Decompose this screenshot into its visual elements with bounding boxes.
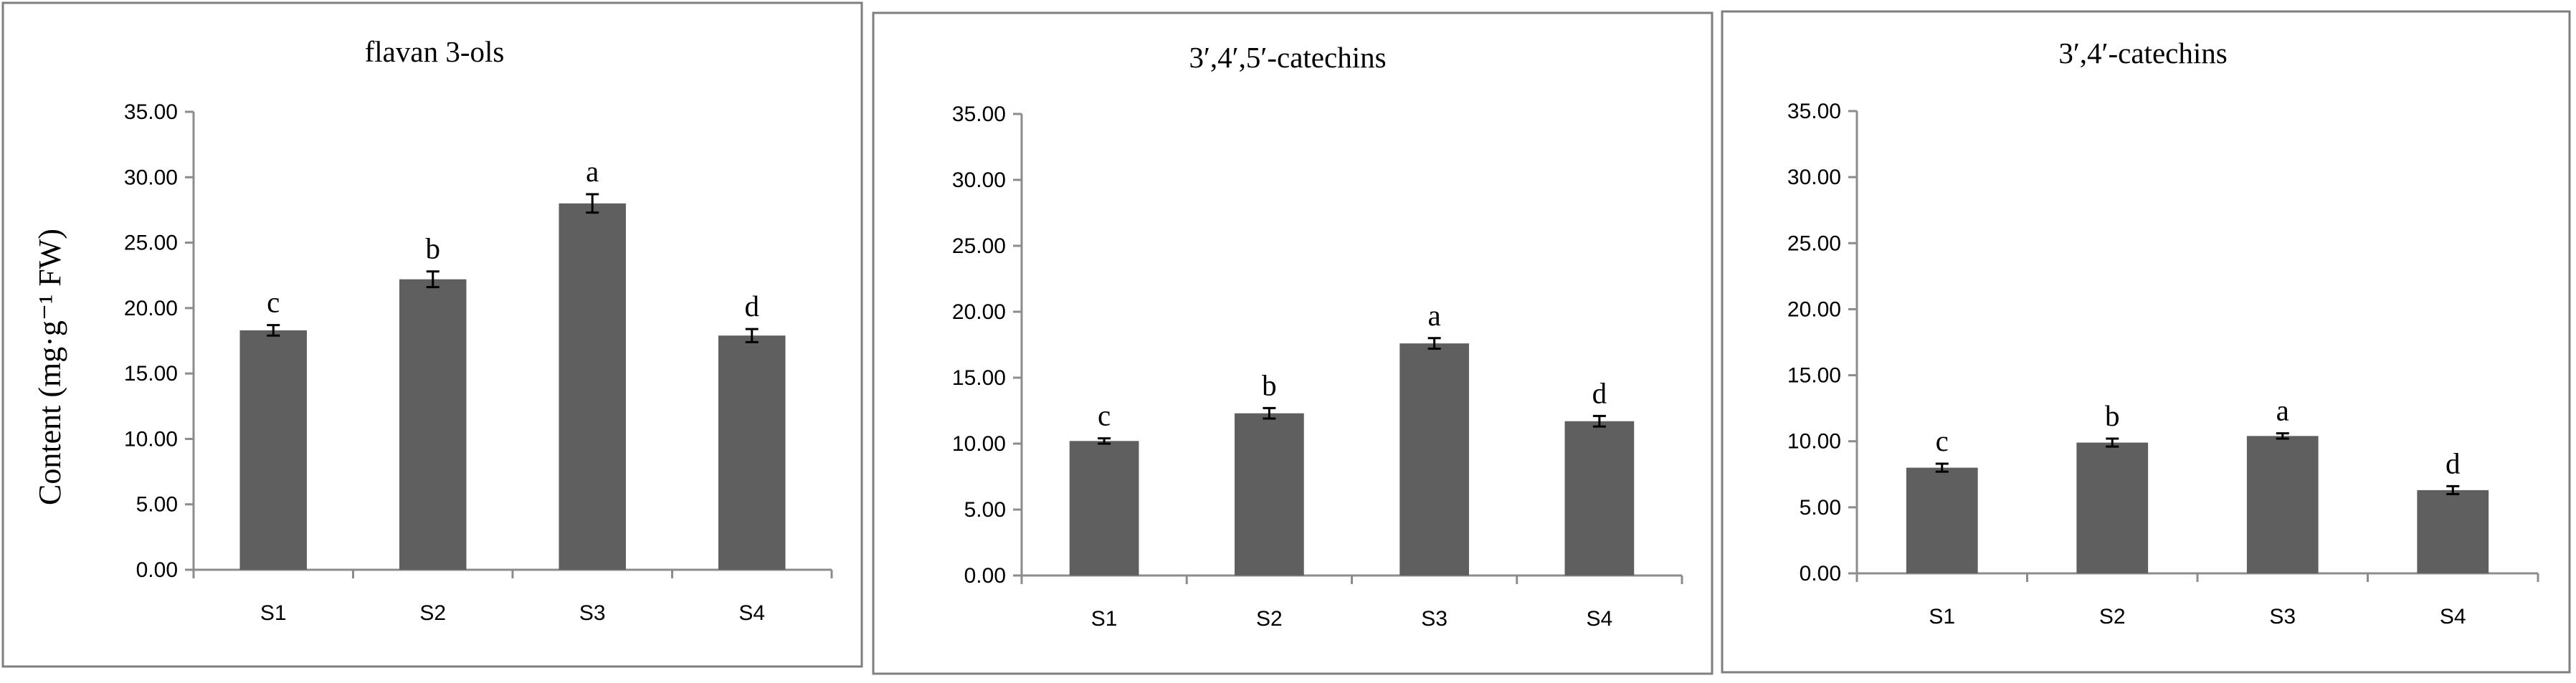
x-tick-label: S2 — [2099, 605, 2126, 629]
y-tick-label: 10.00 — [952, 432, 1006, 456]
x-tick-label: S1 — [260, 601, 287, 625]
panel-345-catechins: 3′,4′,5′-catechins 0.00 5.00 10.00 15.00 20.… — [872, 11, 1714, 675]
significance-label: c — [267, 286, 280, 319]
significance-label: a — [586, 155, 599, 188]
bar-s4 — [1564, 421, 1635, 575]
bar-s3 — [2246, 436, 2319, 573]
x-tick-label: S2 — [1256, 607, 1283, 631]
y-tick-label: 0.00 — [1800, 562, 1841, 586]
panel-flavan-3-ols: flavan 3-ols Content (mg·g⁻¹ FW) 0.00 5.0… — [1, 1, 863, 668]
significance-label: d — [745, 290, 760, 323]
x-tick-label: S3 — [2269, 605, 2296, 629]
x-tick-label: S3 — [1421, 607, 1448, 631]
significance-label: b — [2105, 399, 2120, 432]
y-tick-label: 30.00 — [952, 168, 1006, 192]
y-tick-label: 15.00 — [1787, 364, 1841, 388]
y-tick-label: 25.00 — [1787, 231, 1841, 255]
x-tick-label: S4 — [738, 601, 765, 625]
y-tick-label: 5.00 — [964, 498, 1006, 522]
y-tick-label: 25.00 — [124, 231, 178, 255]
significance-label: d — [2446, 446, 2461, 479]
significance-label: d — [1592, 376, 1607, 409]
y-tick-label: 35.00 — [124, 100, 178, 124]
bar-s1 — [239, 330, 307, 570]
y-tick-label: 0.00 — [964, 564, 1006, 588]
bar-s3 — [559, 203, 626, 570]
y-tick-label: 10.00 — [124, 427, 178, 451]
y-tick-label: 20.00 — [1787, 297, 1841, 321]
y-tick-label: 30.00 — [1787, 166, 1841, 189]
bar-s1 — [1906, 467, 1978, 573]
x-tick-label: S3 — [579, 601, 606, 625]
y-tick-label: 20.00 — [124, 297, 178, 320]
y-tick-label: 5.00 — [136, 493, 178, 517]
x-tick-label: S4 — [2440, 605, 2466, 629]
significance-label: b — [426, 232, 441, 265]
bar-s2 — [1235, 413, 1304, 575]
bar-s4 — [2417, 489, 2489, 573]
y-tick-label: 0.00 — [136, 558, 178, 582]
bar-s2 — [399, 279, 467, 570]
panel-34-catechins: 3′,4′-catechins 0.00 5.00 10.00 15.00 20.00 2… — [1721, 10, 2571, 674]
x-tick-label: S1 — [1091, 607, 1118, 631]
plot-area: 0.00 5.00 10.00 15.00 20.00 25.00 30.00 35.00 c S… — [1787, 100, 2539, 629]
bar-s3 — [1399, 343, 1469, 575]
significance-label: a — [2276, 394, 2289, 427]
y-tick-label: 15.00 — [124, 362, 178, 386]
chart-title: flavan 3-ols — [365, 35, 505, 68]
significance-label: c — [1936, 424, 1949, 457]
y-tick-label: 35.00 — [1787, 100, 1841, 123]
y-tick-label: 25.00 — [952, 234, 1006, 258]
y-tick-label: 30.00 — [124, 166, 178, 189]
chart-title: 3′,4′-catechins — [2058, 37, 2227, 70]
plot-area: 0.00 5.00 10.00 15.00 20.00 25.00 30.00 35.00 c S… — [124, 100, 833, 625]
y-tick-label: 5.00 — [1800, 496, 1841, 520]
bar-s1 — [1069, 441, 1139, 575]
y-tick-label: 10.00 — [1787, 430, 1841, 454]
significance-label: a — [1428, 299, 1441, 332]
significance-label: b — [1262, 368, 1277, 401]
x-tick-label: S2 — [419, 601, 446, 625]
significance-label: c — [1098, 399, 1111, 432]
x-tick-label: S4 — [1587, 607, 1613, 631]
plot-area: 0.00 5.00 10.00 15.00 20.00 25.00 30.00 35.00 c S… — [952, 102, 1683, 631]
y-axis-label: Content (mg·g⁻¹ FW) — [32, 229, 67, 505]
y-tick-label: 20.00 — [952, 300, 1006, 324]
bar-s4 — [718, 335, 786, 570]
y-tick-label: 15.00 — [952, 366, 1006, 390]
chart-title: 3′,4′,5′-catechins — [1189, 41, 1386, 74]
x-tick-label: S1 — [1929, 605, 1955, 629]
bar-s2 — [2076, 442, 2149, 573]
y-tick-label: 35.00 — [952, 102, 1006, 126]
